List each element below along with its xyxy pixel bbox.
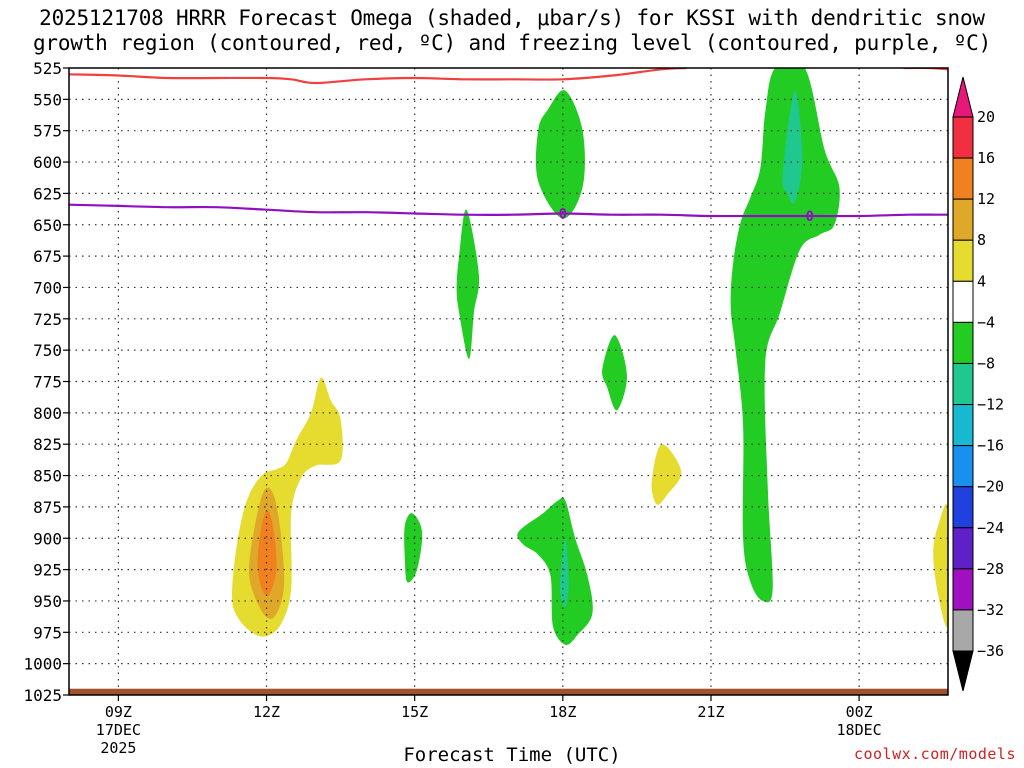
colorbar-label: −8 [977,354,995,372]
x-tick-label: 12Z [253,703,280,721]
dgz-contour [69,68,687,85]
colorbar-arrow-top [952,76,974,118]
colorbar-label: 12 [977,190,995,208]
x-tick-year: 2025 [100,739,136,757]
y-tick-label: 525 [33,59,62,78]
x-tick-label: 00Z [846,703,873,721]
colorbar-swatch [952,527,974,570]
colorbar-swatch [952,486,974,529]
terrain [69,688,948,695]
y-tick-label: 700 [33,278,62,297]
omega-neg-8-18z [559,538,569,608]
x-axis-title: Forecast Time (UTC) [403,744,621,766]
y-tick-label: 750 [33,341,62,360]
y-tick-label: 650 [33,216,62,235]
colorbar-label: −24 [977,519,1004,537]
colorbar-swatch [952,568,974,611]
omega-neg-4-18z-upper [535,90,585,219]
x-tick-label: 18Z [549,703,576,721]
y-tick-label: 925 [33,561,62,580]
omega-pos-4-0230z [933,504,948,627]
colorbar: 20 16 12 8 4 −4 −8 −12 −16 −20 −24 −28 −32 −36 [952,76,1004,692]
colorbar-label: 20 [977,108,995,126]
colorbar-swatch [952,362,974,406]
x-tick-label: 21Z [697,703,724,721]
y-tick-label: 575 [33,122,62,141]
colorbar-label: −20 [977,478,1004,496]
x-tick-label: 15Z [401,703,428,721]
freezing-level-contour [69,203,948,218]
colorbar-label: −12 [977,396,1004,414]
y-tick-label: 1000 [23,655,62,674]
y-tick-label: 775 [33,373,62,392]
colorbar-label: −28 [977,560,1004,578]
colorbar-swatch [952,609,974,652]
colorbar-label: −16 [977,437,1004,455]
y-tick-label: 800 [33,404,62,423]
colorbar-swatch [952,404,974,447]
omega-shading [232,68,948,646]
x-tick-date: 17DEC [96,721,141,739]
colorbar-label: −32 [977,601,1004,619]
freezing-level-label: 0 [559,206,567,222]
colorbar-arrow-bottom [952,650,974,692]
dgz-contour-right [903,68,948,71]
colorbar-label: 8 [977,231,986,249]
colorbar-swatch [952,116,974,159]
colorbar-swatch [952,321,974,364]
y-tick-label: 850 [33,467,62,486]
colorbar-label: 4 [977,272,986,290]
credit-text: coolwx.com/models [853,745,1016,763]
colorbar-swatch [952,445,974,488]
y-tick-label: 550 [33,90,62,109]
omega-neg-4-22z [730,68,840,603]
chart-title-line2: growth region (contoured, red, ºC) and f… [32,31,992,55]
x-tick-label: 09Z [105,703,132,721]
y-tick-label: 675 [33,247,62,266]
y-axis: 525 550 575 600 625 650 675 700 725 750 775 800 825 8… [23,59,69,705]
y-tick-label: 875 [33,498,62,517]
y-tick-label: 975 [33,623,62,642]
omega-neg-4-16z [456,209,480,359]
colorbar-swatch [952,280,974,323]
omega-neg-4-15z [404,513,423,583]
omega-neg-4-19z [602,335,628,411]
y-tick-label: 625 [33,184,62,203]
colorbar-swatch [952,157,974,200]
omega-neg-4-18z-lower [517,497,593,646]
x-tick-date: 18DEC [837,721,882,739]
y-tick-label: 1025 [23,686,62,705]
y-tick-label: 950 [33,592,62,611]
omega-pos-4-2020z [651,444,682,505]
omega-pos-12-12z [257,510,277,596]
y-tick-label: 725 [33,310,62,329]
colorbar-label: 16 [977,149,995,167]
colorbar-swatch [952,239,974,282]
grid [69,68,948,695]
colorbar-label: −36 [977,642,1004,660]
colorbar-swatch [952,198,974,241]
y-tick-label: 600 [33,153,62,172]
freezing-level-label: 0 [806,209,814,225]
chart-title: 2025121708 HRRR Forecast Omega (shaded, … [0,6,1024,56]
colorbar-label: −4 [977,313,995,331]
y-tick-label: 900 [33,529,62,548]
y-tick-label: 825 [33,435,62,454]
chart-title-line1: 2025121708 HRRR Forecast Omega (shaded, … [39,6,985,30]
omega-pos-4-12z [232,377,343,637]
omega-neg-8-2230z [782,90,803,204]
